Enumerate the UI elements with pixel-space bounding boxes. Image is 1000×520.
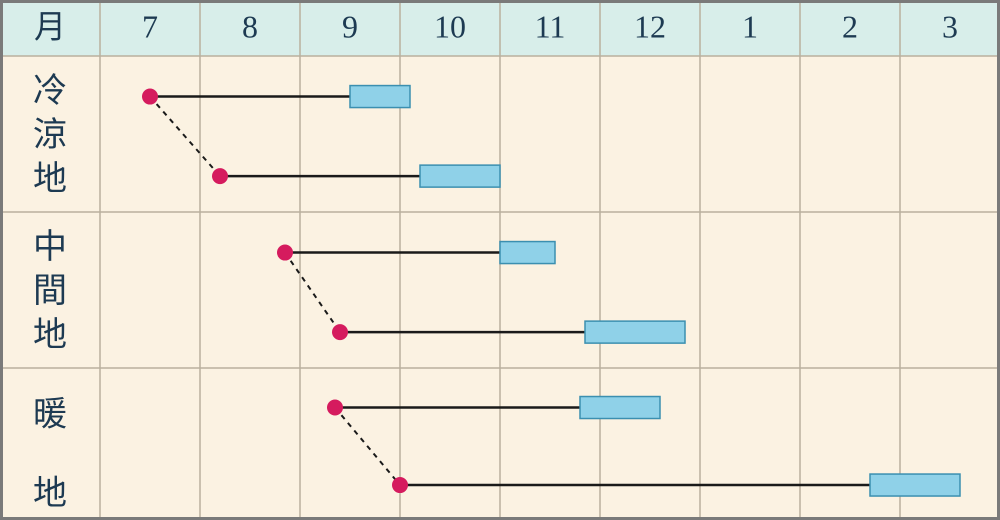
row-label-char: 間 [33, 273, 67, 310]
sowing-point [392, 477, 408, 493]
month-header: 3 [942, 8, 958, 44]
row-label-char: 中 [33, 228, 67, 266]
sowing-point [332, 324, 348, 340]
month-header: 2 [842, 8, 858, 44]
sowing-point [212, 168, 228, 184]
month-header: 7 [142, 8, 158, 44]
row-label-char: 暖 [33, 397, 67, 434]
row-label-char: 地 [33, 475, 67, 513]
month-header: 10 [434, 8, 466, 44]
month-header: 9 [342, 8, 358, 44]
row-label-char: 地 [33, 160, 67, 198]
chart-svg: 月789101112123冷涼地中間地暖地 [0, 0, 1000, 520]
sowing-point [277, 245, 293, 261]
month-header: 1 [742, 8, 758, 44]
planting-calendar-chart: 月789101112123冷涼地中間地暖地 [0, 0, 1000, 520]
row-label-char: 冷 [33, 72, 67, 110]
harvest-bar [500, 242, 555, 264]
row-label-char: 地 [33, 316, 67, 354]
sowing-point [142, 89, 158, 105]
row-label-char: 涼 [33, 116, 67, 154]
sowing-point [327, 400, 343, 416]
row-label-header: 月 [34, 8, 66, 44]
harvest-bar [870, 474, 960, 496]
harvest-bar [585, 321, 685, 343]
month-header: 11 [535, 8, 566, 44]
harvest-bar [580, 397, 660, 419]
month-header: 12 [634, 8, 666, 44]
month-header: 8 [242, 8, 258, 44]
harvest-bar [420, 165, 500, 187]
harvest-bar [350, 86, 410, 108]
